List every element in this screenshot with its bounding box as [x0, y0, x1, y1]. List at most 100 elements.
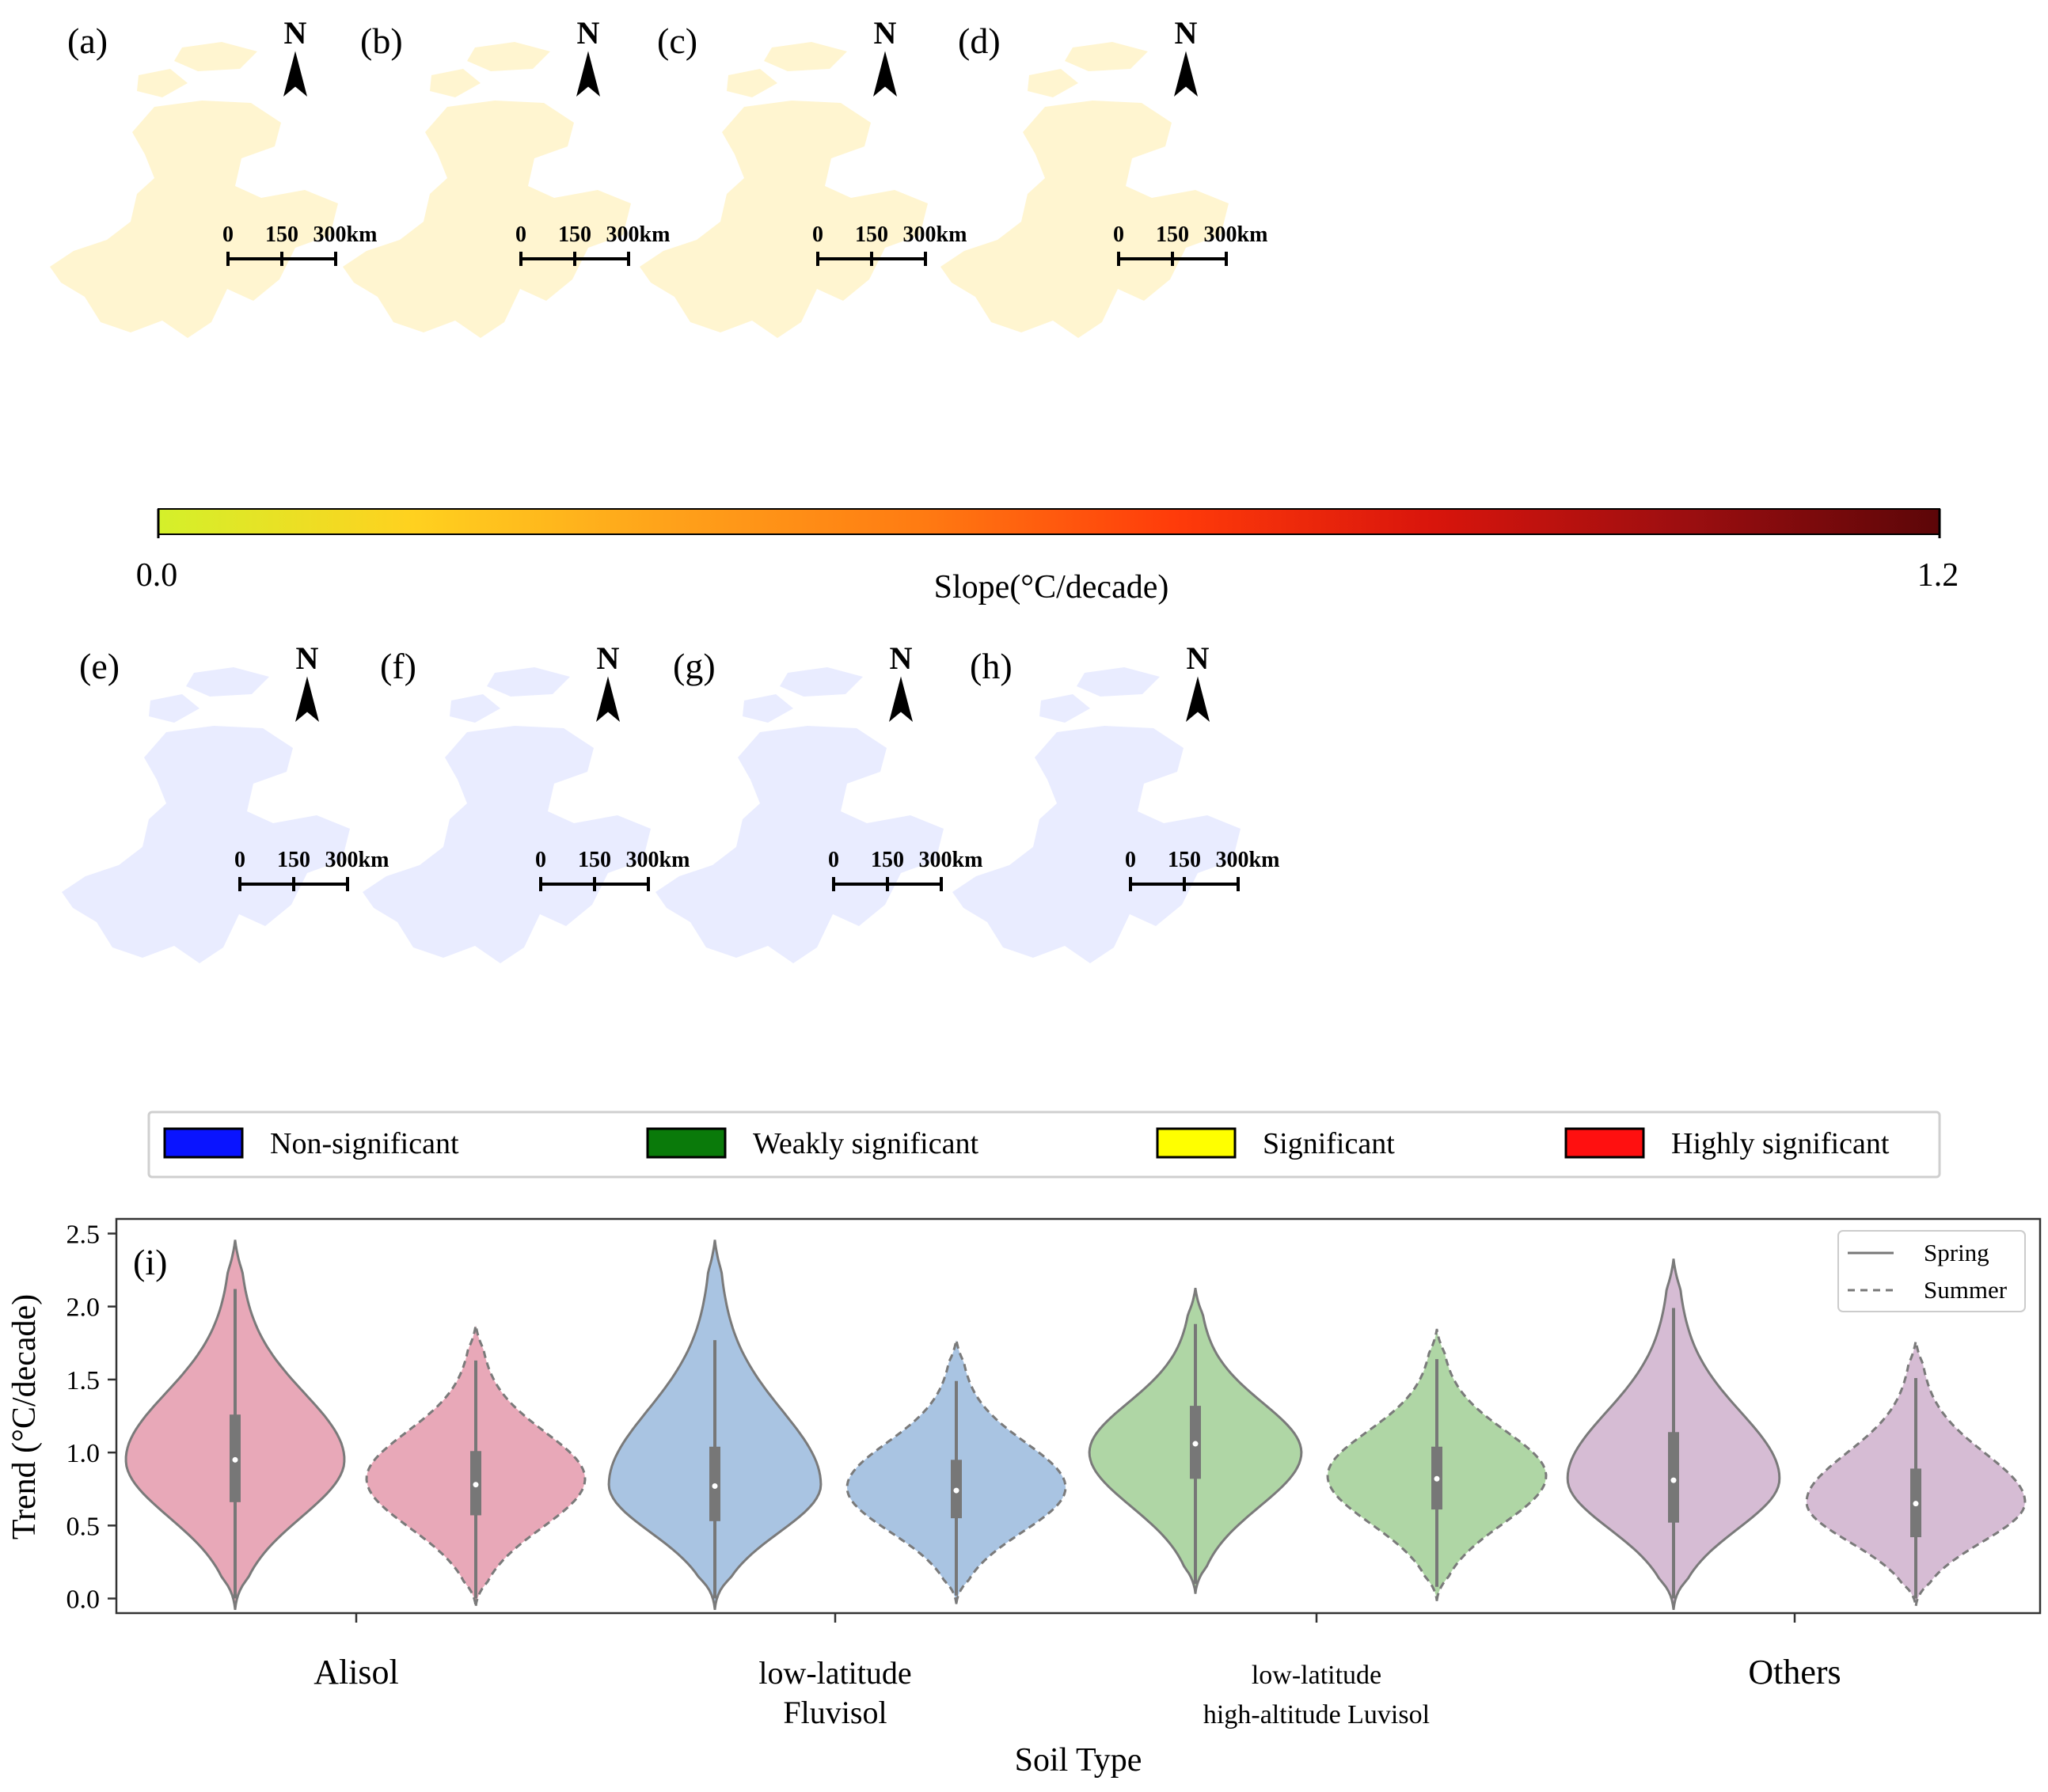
north-label: N	[890, 640, 913, 676]
scale-tick-t0: 0	[828, 848, 839, 872]
map-panel-g: (g) N 0 150 300km	[655, 640, 982, 963]
violin-spring-3	[1566, 1259, 1781, 1610]
colorbar-title: Slope(°C/decade)	[934, 569, 1169, 606]
north-arrow-icon	[889, 676, 913, 722]
map-panels: (a) N0 150 300km(b) N0 150 300km(c) N0 150 300km(…	[50, 15, 1279, 963]
panel-label-h: (h)	[970, 646, 1013, 686]
y-tick-label: 1.5	[66, 1366, 101, 1395]
legend-swatch-2	[1156, 1127, 1237, 1159]
north-arrow-icon	[596, 676, 620, 722]
violin-median	[473, 1482, 479, 1488]
violin-median	[1434, 1475, 1440, 1482]
panel-label-e: (e)	[79, 646, 120, 686]
scale-tick-t2: 300km	[325, 848, 389, 872]
y-tick-label: 2.5	[66, 1220, 101, 1249]
legend-label-spring: Spring	[1924, 1239, 1989, 1266]
map-panel-b: (b) N 0 150 300km	[343, 15, 670, 338]
colorbar-max-label: 1.2	[1917, 557, 1959, 594]
violin-chart: 0.0 0.5 1.0 1.5 2.0 2.5 Alisol low-latitude Flu…	[6, 1217, 2042, 1779]
x-tick-label-line2: high-altitude Luvisol	[1203, 1700, 1430, 1729]
x-tick-label-line1: Others	[1748, 1653, 1841, 1691]
scale-tick-t2: 300km	[1216, 848, 1280, 872]
violin-median	[953, 1487, 959, 1494]
north-arrow-icon	[295, 676, 319, 722]
scale-tick-t1: 150	[1156, 222, 1189, 247]
y-tick-label: 0.0	[66, 1585, 101, 1615]
scale-tick-t1: 150	[871, 848, 904, 872]
scale-tick-t0: 0	[1125, 848, 1136, 872]
legend-swatch-3	[1564, 1127, 1645, 1159]
legend-label-1: Weakly significant	[753, 1127, 978, 1160]
north-arrow-icon	[873, 51, 897, 97]
scale-tick-t0: 0	[515, 222, 526, 247]
violin-median	[1913, 1501, 1919, 1507]
scale-tick-t2: 300km	[903, 222, 967, 247]
scale-tick-t0: 0	[1113, 222, 1124, 247]
plot-frame	[115, 1217, 2042, 1615]
north-label: N	[1175, 15, 1198, 51]
north-arrow-icon	[283, 51, 307, 97]
north-arrow-icon	[576, 51, 600, 97]
scale-tick-t2: 300km	[606, 222, 671, 247]
north-label: N	[597, 640, 620, 676]
north-label: N	[284, 15, 307, 51]
panel-label-f: (f)	[380, 646, 416, 686]
legend-swatch-0	[163, 1127, 244, 1159]
violin-median	[1670, 1477, 1677, 1483]
y-tick-label: 1.0	[66, 1439, 101, 1468]
violin-spring-0	[124, 1240, 346, 1610]
violin-summer-3	[1805, 1340, 2027, 1608]
y-axis-title: Trend (°C/decade)	[6, 1294, 43, 1540]
colorbar-min-label: 0.0	[136, 557, 178, 594]
map-panel-c: (c) N 0 150 300km	[640, 15, 967, 338]
legend-frame	[147, 1111, 1941, 1179]
scale-bar: 0 150 300km	[234, 848, 389, 891]
scale-bar: 0 150 300km	[515, 222, 670, 266]
legend-label-3: Highly significant	[1671, 1127, 1890, 1160]
map-panel-a: (a) N 0 150 300km	[50, 15, 378, 338]
y-axis: 0.0 0.5 1.0 1.5 2.0 2.5	[66, 1220, 116, 1615]
slope-colorbar: 0.0 1.2 Slope(°C/decade)	[136, 508, 1959, 606]
map-panel-h: (h) N 0 150 300km	[952, 640, 1279, 963]
panel-label-d: (d)	[958, 21, 1001, 61]
violin-summer-1	[845, 1338, 1067, 1604]
violin-spring-2	[1088, 1288, 1303, 1594]
scale-tick-t2: 300km	[1204, 222, 1268, 247]
scale-bar: 0 150 300km	[828, 848, 982, 891]
x-axis: Alisol low-latitude Fluvisol low-latitude hi…	[313, 1613, 1841, 1730]
panel-label-b: (b)	[360, 21, 403, 61]
north-label: N	[577, 15, 600, 51]
y-tick-label: 2.0	[66, 1293, 101, 1323]
violin-iqr-box	[1668, 1432, 1679, 1523]
colorbar-gradient	[158, 508, 1940, 535]
scale-bar: 0 150 300km	[812, 222, 967, 266]
scale-bar: 0 150 300km	[1125, 848, 1279, 891]
y-tick-label: 0.5	[66, 1512, 101, 1541]
violin-legend: Spring Summer	[1837, 1230, 2026, 1312]
violin-median	[232, 1456, 238, 1463]
scale-tick-t2: 300km	[313, 222, 378, 247]
north-arrow-icon	[1174, 51, 1198, 97]
map-panel-f: (f) N 0 150 300km	[363, 640, 690, 963]
scale-tick-t0: 0	[222, 222, 234, 247]
violin-summer-2	[1326, 1328, 1548, 1601]
scale-tick-t1: 150	[558, 222, 591, 247]
scale-tick-t2: 300km	[626, 848, 690, 872]
scale-bar: 0 150 300km	[1113, 222, 1267, 266]
legend-label-2: Significant	[1263, 1127, 1395, 1160]
legend-label-summer: Summer	[1924, 1276, 2008, 1304]
scale-bar: 0 150 300km	[535, 848, 690, 891]
map-panel-e: (e) N 0 150 300km	[62, 640, 389, 963]
legend-label-0: Non-significant	[270, 1127, 459, 1160]
x-tick-label-line1: low-latitude	[1252, 1661, 1381, 1690]
scale-tick-t0: 0	[812, 222, 823, 247]
scale-tick-t1: 150	[265, 222, 298, 247]
scale-tick-t2: 300km	[919, 848, 983, 872]
x-tick-label-line1: low-latitude	[758, 1655, 911, 1691]
violin-bodies	[124, 1240, 2027, 1610]
panel-label-g: (g)	[673, 646, 716, 686]
scale-tick-t0: 0	[234, 848, 245, 872]
violin-legend-frame	[1837, 1230, 2026, 1312]
x-tick-label-line1: Alisol	[313, 1653, 399, 1691]
